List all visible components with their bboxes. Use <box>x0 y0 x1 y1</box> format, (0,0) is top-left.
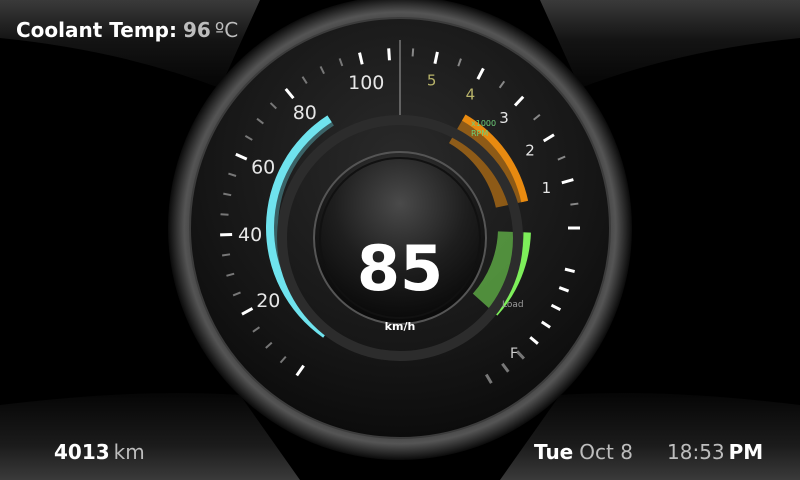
speed-tick <box>284 87 295 100</box>
speed-tick <box>241 307 254 316</box>
speed-tick-label: 80 <box>293 102 317 124</box>
speed-tick <box>301 76 308 84</box>
speed-tick <box>319 66 325 75</box>
speed-tick <box>221 253 231 257</box>
rpm-tick <box>387 48 391 61</box>
inner-ring <box>277 115 523 361</box>
rpm-tick <box>476 67 485 80</box>
inner-hub-rim <box>319 157 481 319</box>
odometer-value: 4013 <box>54 440 110 464</box>
rpm-tick <box>457 58 462 67</box>
load-label: Load <box>502 300 524 310</box>
speed-tick <box>338 58 344 67</box>
odometer-unit: km <box>113 440 145 464</box>
rpm-tick-label: 3 <box>499 109 509 127</box>
speed-tick <box>295 364 305 377</box>
speed-tick <box>228 172 237 177</box>
speed-tick <box>232 291 241 297</box>
top-right-bar <box>540 0 800 88</box>
speed-tick <box>279 355 287 364</box>
rpm-tick <box>570 202 579 206</box>
rpm-tick <box>433 51 439 64</box>
date-readout: Tue Oct 8 <box>534 440 633 464</box>
rpm-tick-label: 4 <box>466 85 476 103</box>
clock-readout: 18:53 PM <box>667 440 763 464</box>
speed-tick <box>244 134 253 141</box>
date-day: Tue <box>534 440 574 464</box>
inner-hub <box>313 151 487 325</box>
rpm-tick <box>411 48 415 57</box>
fuel-tick <box>529 336 539 345</box>
speed-unit: km/h <box>385 320 416 333</box>
fuel-tick <box>484 373 493 384</box>
rpm-tick-label: 2 <box>525 141 535 159</box>
odometer-readout: 4013 km <box>54 440 145 464</box>
coolant-unit: ºC <box>214 18 239 42</box>
bottom-right-bar <box>500 392 800 480</box>
coolant-temp-readout: Coolant Temp: 96 ºC <box>16 18 238 42</box>
speed-tick <box>358 52 364 65</box>
speed-tick <box>269 102 277 110</box>
rpm-unit: RPM <box>471 129 488 138</box>
rpm-arc <box>462 114 529 203</box>
rpm-tick <box>513 95 525 107</box>
bottom-left-bar <box>0 392 300 480</box>
rpm-multiplier: x1000 <box>471 119 496 128</box>
coolant-value: 96 <box>182 18 211 42</box>
clock-time: 18:53 <box>667 440 725 464</box>
clock-ampm: PM <box>728 440 764 464</box>
speed-tick <box>220 213 229 216</box>
fuel-full-label: F <box>510 346 518 362</box>
speed-tick <box>226 272 235 277</box>
speed-tick <box>223 192 232 197</box>
speed-arc <box>265 115 332 338</box>
fuel-tick <box>515 350 525 360</box>
speed-tick <box>252 326 261 333</box>
rpm-tick-label: 5 <box>427 71 437 89</box>
rpm-tick <box>533 113 541 121</box>
fuel-tick <box>501 362 510 373</box>
speed-tick <box>235 152 248 161</box>
speed-value: 85 <box>357 232 443 305</box>
speed-tick <box>265 341 273 349</box>
fuel-tick <box>564 267 576 274</box>
rpm-tick <box>557 155 566 161</box>
speed-tick-label: 20 <box>256 290 280 312</box>
fuel-tick <box>550 303 562 312</box>
fuel-tick <box>558 286 570 293</box>
rpm-tick <box>561 178 574 185</box>
coolant-label: Coolant Temp: <box>16 18 177 42</box>
speed-tick-label: 40 <box>238 224 262 246</box>
speed-tick-label: 100 <box>348 72 384 94</box>
speed-tick-label: 60 <box>251 157 275 179</box>
date-month-day: Oct 8 <box>579 440 633 464</box>
speed-tick <box>256 117 264 125</box>
rpm-tick-label: 1 <box>542 179 552 197</box>
rpm-tick <box>542 133 555 143</box>
top-left-bar <box>0 0 260 88</box>
fuel-tick <box>540 320 551 329</box>
rpm-tick <box>498 80 506 89</box>
